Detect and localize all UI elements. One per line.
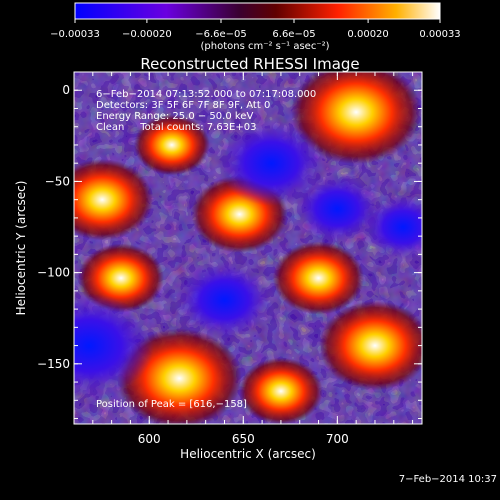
- x-tick-label: 600: [138, 432, 161, 446]
- colorbar-tick-label: 0.00020: [347, 29, 388, 40]
- y-tick-label: −50: [45, 174, 70, 188]
- negative-region: [362, 194, 422, 260]
- y-tick-label: 0: [62, 83, 70, 97]
- heatmap-image: [74, 72, 422, 424]
- colorbar-tick-label: −0.00033: [50, 29, 100, 40]
- chart-title: Reconstructed RHESSI Image: [140, 55, 359, 73]
- y-tick-label: −150: [37, 357, 70, 371]
- emission-source: [239, 357, 323, 424]
- colorbar-tick-label: 6.6e−05: [272, 29, 315, 40]
- x-tick-label: 650: [232, 432, 255, 446]
- negative-region: [74, 293, 155, 398]
- annotation-energy-range: Energy Range: 25.0 − 50.0 keV: [96, 111, 253, 122]
- emission-source: [319, 300, 422, 391]
- negative-region: [294, 174, 381, 244]
- annotation-peak-position: Position of Peak = [616,−158]: [96, 399, 247, 410]
- colorbar-tick-label: −6.6e−05: [195, 29, 247, 40]
- colorbar-tick-label: 0.00033: [419, 29, 460, 40]
- x-axis: 600 650 700: [92, 72, 414, 446]
- colorbar: −0.00033 −0.00020 −6.6e−05 6.6e−05 0.00020 0.…: [50, 2, 461, 52]
- colorbar-unit-label: (photons cm⁻² s⁻¹ asec⁻²): [200, 41, 329, 52]
- x-tick-label: 700: [326, 432, 349, 446]
- footer-date: 7−Feb−2014 10:37: [399, 474, 497, 485]
- negative-region: [176, 261, 273, 339]
- plot-frame: [73, 71, 423, 425]
- negative-region: [218, 120, 325, 206]
- y-tick-label: −100: [37, 266, 70, 280]
- y-axis-label: Heliocentric Y (arcsec): [14, 181, 28, 316]
- annotation-time-range: 6−Feb−2014 07:13:52.000 to 07:17:08.000: [96, 89, 316, 100]
- colorbar-gradient: [74, 2, 441, 20]
- annotation-clean-counts: Clean Total counts: 7.63E+03: [96, 122, 256, 133]
- y-axis: 0 −50 −100 −150: [37, 71, 422, 420]
- x-axis-label: Heliocentric X (arcsec): [180, 447, 316, 461]
- emission-source: [291, 72, 422, 165]
- colorbar-tick-label: −0.00020: [122, 29, 172, 40]
- emission-source: [74, 159, 154, 241]
- emission-source: [133, 114, 210, 176]
- emission-source: [272, 241, 365, 315]
- annotation-detectors: Detectors: 3F 5F 6F 7F 8F 9F, Att 0: [96, 100, 270, 111]
